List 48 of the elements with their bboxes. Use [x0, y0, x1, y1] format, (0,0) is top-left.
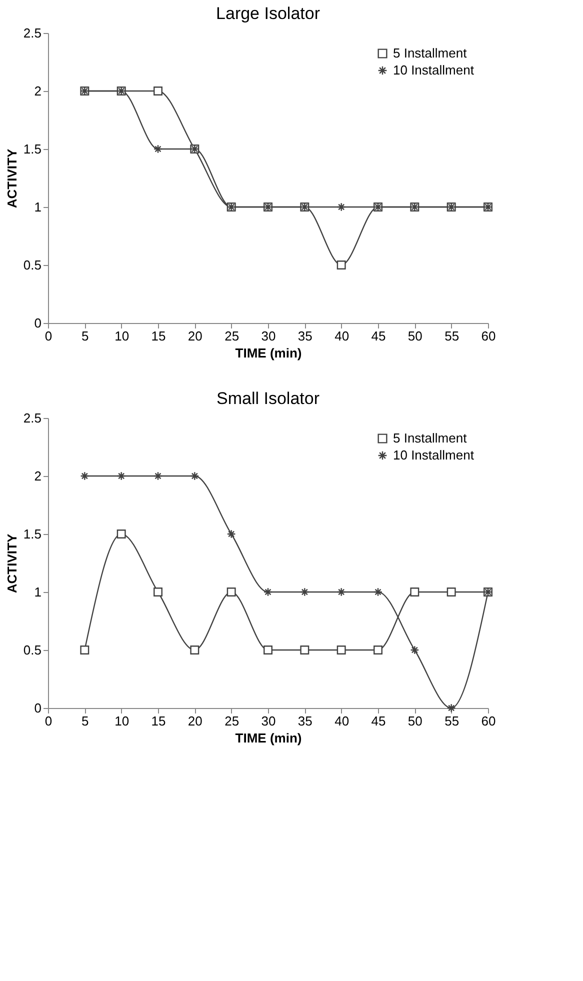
x-tick-label: 15	[151, 328, 166, 344]
x-tick-label: 30	[261, 328, 276, 344]
x-tick-label: 25	[224, 714, 240, 728]
y-axis-title: ACTIVITY	[4, 148, 20, 208]
chart-title: Small Isolator	[216, 389, 320, 408]
x-tick-label: 35	[298, 714, 312, 728]
y-tick-label: 0	[34, 316, 42, 330]
x-tick-label: 45	[371, 714, 386, 728]
y-tick-label: 1	[34, 584, 42, 600]
y-tick-label: 2.5	[23, 26, 42, 40]
x-tick-label: 0	[44, 714, 52, 728]
x-tick-label: 30	[261, 714, 276, 728]
legend-label: 5 Installment	[393, 46, 468, 60]
legend-label: 10 Installment	[393, 448, 474, 462]
y-tick-label: 1.5	[23, 526, 42, 542]
x-tick-label: 35	[298, 328, 312, 344]
x-tick-label: 5	[82, 714, 89, 728]
y-tick-label: 2	[34, 468, 42, 484]
x-tick-label: 20	[188, 328, 202, 344]
y-tick-label: 1.5	[23, 142, 42, 156]
x-tick-label: 55	[444, 328, 460, 344]
x-tick-label: 45	[371, 328, 386, 344]
x-tick-label: 55	[444, 714, 460, 728]
x-tick-label: 15	[151, 714, 166, 728]
x-tick-label: 40	[334, 328, 350, 344]
x-tick-label: 60	[481, 714, 496, 728]
x-tick-label: 60	[481, 328, 496, 344]
x-tick-label: 25	[224, 328, 240, 344]
x-tick-label: 10	[114, 714, 130, 728]
x-tick-label: 5	[82, 328, 89, 344]
x-tick-label: 20	[188, 714, 202, 728]
x-tick-label: 50	[408, 714, 422, 728]
y-tick-label: 2.5	[23, 410, 42, 426]
legend-label: 10 Installment	[393, 62, 474, 78]
legend-label: 5 Installment	[393, 430, 468, 446]
x-tick-label: 40	[334, 714, 350, 728]
chart-title: Large Isolator	[216, 4, 320, 23]
y-tick-label: 0.5	[23, 642, 42, 658]
y-tick-label: 2	[34, 84, 42, 98]
x-axis-title: TIME (min)	[235, 346, 302, 360]
y-tick-label: 0	[34, 700, 42, 716]
x-axis-title: TIME (min)	[235, 730, 302, 746]
y-axis-title: ACTIVITY	[4, 534, 20, 594]
x-tick-label: 10	[114, 328, 130, 344]
x-tick-label: 50	[408, 328, 422, 344]
y-tick-label: 0.5	[23, 258, 42, 272]
y-tick-label: 1	[34, 200, 42, 214]
x-tick-label: 0	[44, 328, 52, 344]
